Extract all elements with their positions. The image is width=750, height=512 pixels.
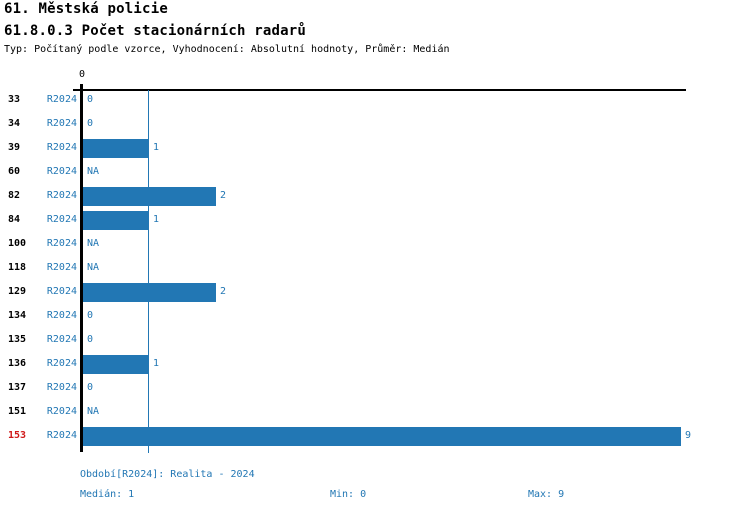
- row-category-label: 82: [8, 190, 21, 201]
- row-series-label: R2024: [46, 262, 77, 273]
- bar-value-label: 1: [153, 142, 160, 153]
- bar-value-label: 0: [87, 118, 94, 129]
- row-series-label: R2024: [46, 94, 77, 105]
- stat-max: Max: 9: [528, 489, 565, 500]
- row-category-label: 60: [8, 166, 21, 177]
- bar-value-label: 1: [153, 358, 160, 369]
- stat-median: Medián: 1: [80, 489, 135, 500]
- bar-value-label: NA: [87, 166, 100, 177]
- legend-period-label: Období[R2024]: Realita - 2024: [80, 469, 255, 480]
- y-axis-line: [80, 84, 83, 452]
- row-series-label: R2024: [46, 358, 77, 369]
- bar-value-label: 1: [153, 214, 160, 225]
- row-series-label: R2024: [46, 382, 77, 393]
- bar: [83, 427, 681, 446]
- bar-value-label: 2: [220, 286, 227, 297]
- bar-value-label: NA: [87, 406, 100, 417]
- bar-value-label: 2: [220, 190, 227, 201]
- row-category-label: 137: [8, 382, 27, 393]
- chart-title: 61.8.0.3 Počet stacionárních radarů: [4, 23, 307, 39]
- row-category-label: 136: [8, 358, 27, 369]
- row-category-label: 118: [8, 262, 27, 273]
- row-series-label: R2024: [46, 214, 77, 225]
- row-category-label: 33: [8, 94, 21, 105]
- x-axis-line: [73, 89, 686, 91]
- row-series-label: R2024: [46, 238, 77, 249]
- bar-value-label: 0: [87, 94, 94, 105]
- row-series-label: R2024: [46, 406, 77, 417]
- bar-value-label: 9: [685, 430, 692, 441]
- bar: [83, 211, 149, 230]
- row-series-label: R2024: [46, 190, 77, 201]
- row-series-label: R2024: [46, 430, 77, 441]
- row-category-label: 129: [8, 286, 27, 297]
- row-category-label: 134: [8, 310, 27, 321]
- row-series-label: R2024: [46, 310, 77, 321]
- row-category-label: 153: [8, 430, 27, 441]
- bar-value-label: NA: [87, 262, 100, 273]
- bar-value-label: 0: [87, 382, 94, 393]
- row-category-label: 151: [8, 406, 27, 417]
- row-category-label: 84: [8, 214, 21, 225]
- row-series-label: R2024: [46, 118, 77, 129]
- stat-min: Min: 0: [330, 489, 367, 500]
- row-category-label: 34: [8, 118, 21, 129]
- bar-value-label: NA: [87, 238, 100, 249]
- x-axis-tick-label: 0: [78, 69, 86, 80]
- median-reference-line: [148, 90, 149, 453]
- bar-value-label: 0: [87, 310, 94, 321]
- row-category-label: 135: [8, 334, 27, 345]
- row-series-label: R2024: [46, 286, 77, 297]
- row-category-label: 100: [8, 238, 27, 249]
- bar: [83, 139, 149, 158]
- row-category-label: 39: [8, 142, 21, 153]
- row-series-label: R2024: [46, 334, 77, 345]
- row-series-label: R2024: [46, 142, 77, 153]
- bar: [83, 355, 149, 374]
- chart-meta-info: Typ: Počítaný podle vzorce, Vyhodnocení:…: [4, 44, 450, 55]
- bar: [83, 283, 216, 302]
- row-series-label: R2024: [46, 166, 77, 177]
- page-title: 61. Městská policie: [4, 1, 168, 17]
- bar: [83, 187, 216, 206]
- bar-value-label: 0: [87, 334, 94, 345]
